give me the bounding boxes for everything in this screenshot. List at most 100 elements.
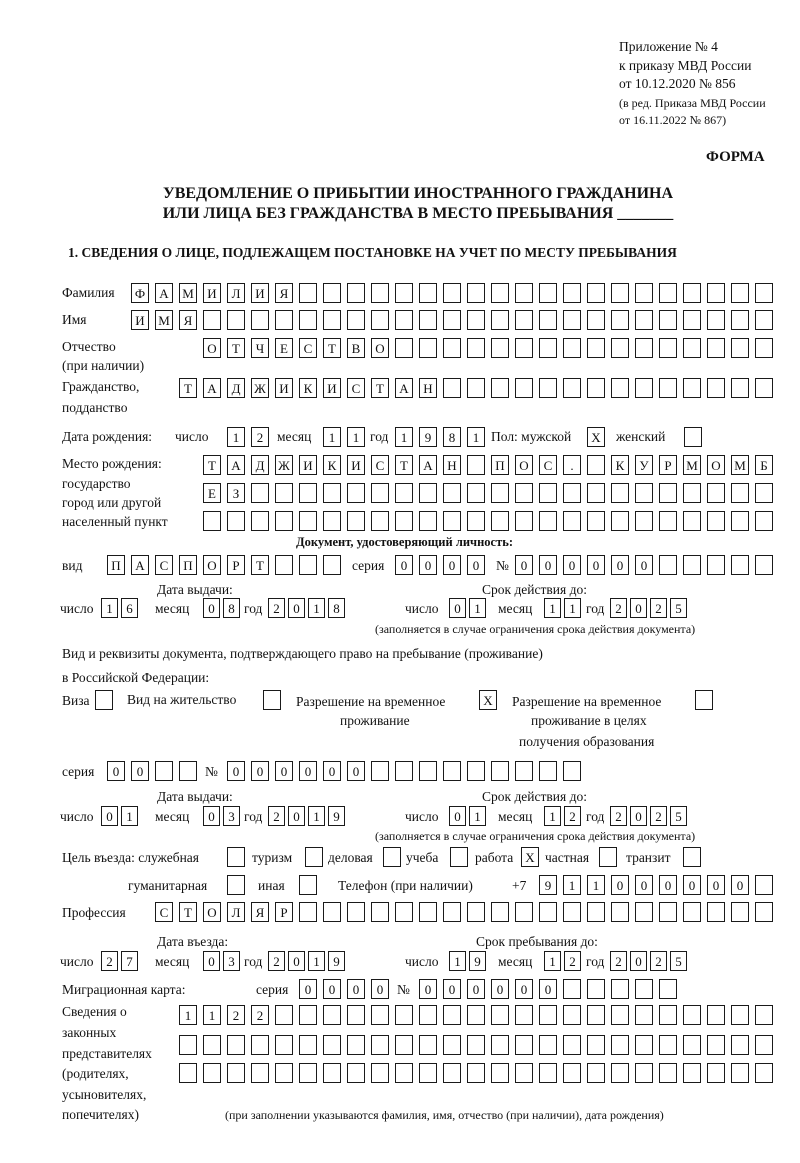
profession-char-box[interactable] — [707, 902, 725, 922]
birthplace-2-char-box[interactable] — [371, 483, 389, 503]
representatives-3-char-box[interactable] — [707, 1063, 725, 1083]
surname-char-box[interactable] — [707, 283, 725, 303]
profession-char-box[interactable] — [515, 902, 533, 922]
citizenship-char-box[interactable]: Т — [371, 378, 389, 398]
id-kind-char-box[interactable]: Т — [251, 555, 269, 575]
name-char-box[interactable] — [539, 310, 557, 330]
surname-char-box[interactable] — [491, 283, 509, 303]
migration-series-char-box[interactable]: 0 — [299, 979, 317, 999]
id-kind-char-box[interactable]: Р — [227, 555, 245, 575]
patronymic-char-box[interactable] — [755, 338, 773, 358]
profession-char-box[interactable] — [731, 902, 749, 922]
representatives-1-char-box[interactable] — [731, 1005, 749, 1025]
patronymic-char-box[interactable] — [539, 338, 557, 358]
patronymic-char-box[interactable] — [419, 338, 437, 358]
sex-male-checkbox[interactable]: X — [587, 427, 605, 447]
surname-char-box[interactable] — [755, 283, 773, 303]
representatives-1-char-box[interactable] — [371, 1005, 389, 1025]
representatives-2-char-box[interactable] — [323, 1035, 341, 1055]
stay-until-year-char-box[interactable]: 0 — [630, 951, 647, 971]
entry-year-char-box[interactable]: 9 — [328, 951, 345, 971]
representatives-3-char-box[interactable] — [683, 1063, 701, 1083]
representatives-1-char-box[interactable] — [587, 1005, 605, 1025]
citizenship-char-box[interactable] — [707, 378, 725, 398]
surname-char-box[interactable]: Л — [227, 283, 245, 303]
stay-issue-year-char-box[interactable]: 9 — [328, 806, 345, 826]
id-number-char-box[interactable]: 0 — [635, 555, 653, 575]
birthplace-2-char-box[interactable] — [515, 483, 533, 503]
stay-number-char-box[interactable] — [539, 761, 557, 781]
name-char-box[interactable] — [467, 310, 485, 330]
profession-char-box[interactable] — [539, 902, 557, 922]
patronymic-char-box[interactable]: О — [371, 338, 389, 358]
sex-female-checkbox[interactable] — [684, 427, 702, 447]
surname-char-box[interactable] — [659, 283, 677, 303]
surname-char-box[interactable] — [563, 283, 581, 303]
representatives-1-char-box[interactable] — [707, 1005, 725, 1025]
id-kind-char-box[interactable]: П — [179, 555, 197, 575]
representatives-2-char-box[interactable] — [395, 1035, 413, 1055]
birthplace-2-char-box[interactable] — [539, 483, 557, 503]
id-series-char-box[interactable]: 0 — [443, 555, 461, 575]
trp-edu-checkbox[interactable] — [695, 690, 713, 710]
citizenship-char-box[interactable] — [491, 378, 509, 398]
id-valid-day-char-box[interactable]: 0 — [449, 598, 466, 618]
birthplace-3-char-box[interactable] — [755, 511, 773, 531]
representatives-1-char-box[interactable] — [467, 1005, 485, 1025]
patronymic-char-box[interactable]: В — [347, 338, 365, 358]
profession-char-box[interactable]: Т — [179, 902, 197, 922]
patronymic-char-box[interactable] — [443, 338, 461, 358]
stay-series-char-box[interactable]: 0 — [107, 761, 125, 781]
stay-valid-day-char-box[interactable]: 0 — [449, 806, 466, 826]
birthplace-1-char-box[interactable]: Н — [443, 455, 461, 475]
birthplace-1-char-box[interactable]: К — [611, 455, 629, 475]
profession-char-box[interactable] — [347, 902, 365, 922]
migration-number-char-box[interactable]: 0 — [515, 979, 533, 999]
name-char-box[interactable] — [515, 310, 533, 330]
profession-char-box[interactable] — [755, 902, 773, 922]
profession-char-box[interactable] — [611, 902, 629, 922]
patronymic-char-box[interactable] — [515, 338, 533, 358]
birthplace-1-char-box[interactable]: И — [299, 455, 317, 475]
purpose-work-checkbox[interactable]: X — [521, 847, 539, 867]
migration-number-char-box[interactable] — [563, 979, 581, 999]
patronymic-char-box[interactable] — [611, 338, 629, 358]
migration-number-char-box[interactable] — [635, 979, 653, 999]
stay-number-char-box[interactable]: 0 — [227, 761, 245, 781]
representatives-2-char-box[interactable] — [419, 1035, 437, 1055]
surname-char-box[interactable]: А — [155, 283, 173, 303]
stay-number-char-box[interactable] — [491, 761, 509, 781]
representatives-2-char-box[interactable] — [539, 1035, 557, 1055]
entry-month-char-box[interactable]: 0 — [203, 951, 220, 971]
representatives-2-char-box[interactable] — [659, 1035, 677, 1055]
birthplace-2-char-box[interactable] — [659, 483, 677, 503]
purpose-transit-checkbox[interactable] — [683, 847, 701, 867]
name-char-box[interactable] — [587, 310, 605, 330]
id-valid-month-char-box[interactable]: 1 — [564, 598, 581, 618]
representatives-3-char-box[interactable] — [395, 1063, 413, 1083]
representatives-1-char-box[interactable] — [395, 1005, 413, 1025]
profession-char-box[interactable] — [323, 902, 341, 922]
birthplace-1-char-box[interactable]: Ж — [275, 455, 293, 475]
stay-issue-year-char-box[interactable]: 2 — [268, 806, 285, 826]
name-char-box[interactable] — [227, 310, 245, 330]
profession-char-box[interactable]: С — [155, 902, 173, 922]
profession-char-box[interactable] — [635, 902, 653, 922]
profession-char-box[interactable]: О — [203, 902, 221, 922]
name-char-box[interactable] — [731, 310, 749, 330]
phone-char-box[interactable]: 0 — [731, 875, 749, 895]
id-number-char-box[interactable] — [659, 555, 677, 575]
citizenship-char-box[interactable] — [755, 378, 773, 398]
stay-series-char-box[interactable] — [179, 761, 197, 781]
stay-issue-year-char-box[interactable]: 0 — [288, 806, 305, 826]
phone-char-box[interactable]: 9 — [539, 875, 557, 895]
stay-valid-day-char-box[interactable]: 1 — [469, 806, 486, 826]
representatives-3-char-box[interactable] — [275, 1063, 293, 1083]
representatives-1-char-box[interactable]: 1 — [179, 1005, 197, 1025]
patronymic-char-box[interactable] — [707, 338, 725, 358]
representatives-2-char-box[interactable] — [707, 1035, 725, 1055]
stay-valid-year-char-box[interactable]: 0 — [630, 806, 647, 826]
representatives-2-char-box[interactable] — [683, 1035, 701, 1055]
birth-month-char-box[interactable]: 1 — [347, 427, 365, 447]
birthplace-3-char-box[interactable] — [683, 511, 701, 531]
